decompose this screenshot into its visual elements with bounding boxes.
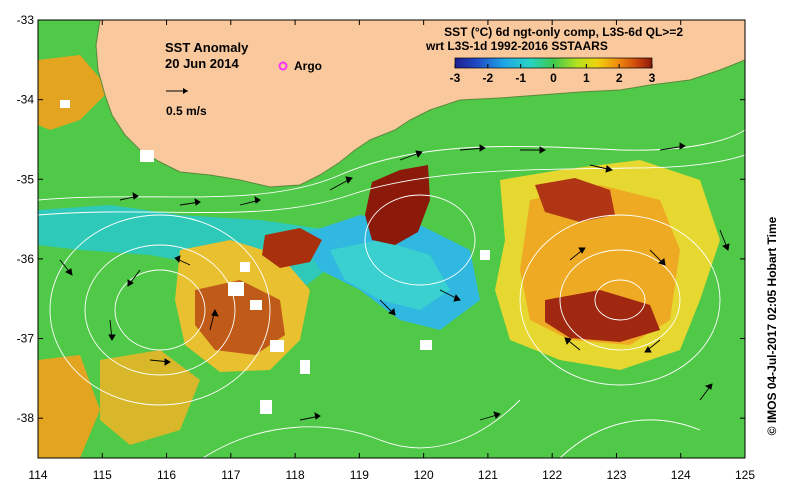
credit-container: © IMOS 04-Jul-2017 02:05 Hobart Time xyxy=(761,186,783,466)
coastal-warm-south xyxy=(38,355,100,458)
argo-label: Argo xyxy=(294,59,322,73)
x-axis: 114 115 116 117 118 119 120 121 122 123 124 125 xyxy=(28,20,755,482)
y-tick-label: -34 xyxy=(17,93,35,107)
current-vectors xyxy=(59,142,730,421)
colorbar-tick-label: -2 xyxy=(482,71,493,85)
cool-anomaly-central-inner xyxy=(330,240,450,310)
coastal-warm-strip xyxy=(38,55,110,130)
y-tick-label: -35 xyxy=(17,172,35,186)
x-tick-label: 117 xyxy=(221,468,240,482)
x-tick-label: 125 xyxy=(735,468,755,482)
hot-spot-central xyxy=(365,165,430,245)
vector-scale-label: 0.5 m/s xyxy=(166,104,207,118)
colorbar-tick-label: 2 xyxy=(616,71,623,85)
warm-eddy-east-core xyxy=(545,290,660,342)
y-tick-label: -37 xyxy=(17,332,35,346)
product-description-line2: wrt L3S-1d 1992-2016 SSTAARS xyxy=(425,39,608,53)
ssh-contours xyxy=(38,129,745,458)
sst-field xyxy=(38,20,745,458)
y-tick-label: -33 xyxy=(17,13,35,27)
x-tick-label: 124 xyxy=(671,468,691,482)
x-tick-label: 120 xyxy=(414,468,434,482)
map-date: 20 Jun 2014 xyxy=(165,56,239,71)
colorbar-tick-label: -3 xyxy=(450,71,461,85)
x-tick-label: 122 xyxy=(542,468,562,482)
warm-eddy-west-core xyxy=(195,280,285,355)
hot-spot-southwest xyxy=(262,228,322,268)
colorbar-tick-label: 3 xyxy=(649,71,656,85)
x-tick-label: 115 xyxy=(93,468,112,482)
colorbar-tick-label: -1 xyxy=(515,71,526,85)
colorbar-tick-label: 0 xyxy=(550,71,557,85)
x-tick-label: 116 xyxy=(157,468,176,482)
y-tick-label: -38 xyxy=(17,411,35,425)
x-tick-label: 123 xyxy=(606,468,626,482)
x-tick-label: 119 xyxy=(350,468,369,482)
y-tick-label: -36 xyxy=(17,252,35,266)
plot-frame xyxy=(37,19,746,459)
argo-legend: Argo xyxy=(278,59,322,73)
vector-scale: 0.5 m/s xyxy=(166,88,207,118)
y-axis: -33-34-35-36-37-38 xyxy=(17,13,745,425)
x-tick-label: 121 xyxy=(478,468,498,482)
warm-patch-northeast xyxy=(535,178,615,222)
product-description-line1: SST (°C) 6d ngt-only comp, L3S-6d QL>=2 xyxy=(444,25,683,39)
colorbar-tick-label: 1 xyxy=(583,71,590,85)
argo-marker-icon xyxy=(278,61,288,71)
credit-text: © IMOS 04-Jul-2017 02:05 Hobart Time xyxy=(765,216,779,436)
x-tick-label: 114 xyxy=(28,468,47,482)
colorbar-ticks: -3 -2 -1 0 1 2 3 xyxy=(450,64,656,85)
map-title: SST Anomaly xyxy=(165,40,249,55)
x-tick-label: 118 xyxy=(286,468,305,482)
